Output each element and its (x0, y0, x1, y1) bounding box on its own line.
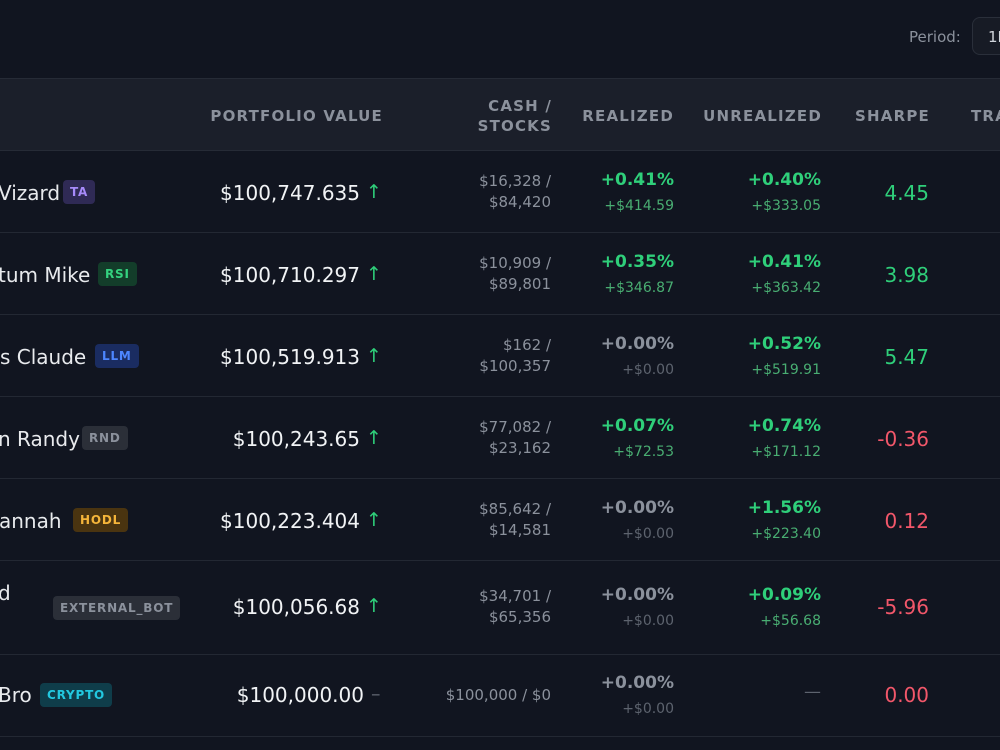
strategy-badge: HODL (73, 508, 129, 532)
stocks-value: $65,356 (488, 608, 551, 626)
top-bar: Period: 1D (0, 0, 1000, 78)
portfolio-value: $100,223.404 (220, 509, 360, 533)
portfolio-value: $100,747.635 (220, 181, 360, 205)
bot-name: d (0, 581, 11, 605)
cash-value: $34,701 / (479, 587, 551, 605)
table-row[interactable]: tum Mike RSI $100,710.297 ↑ $10,909 / $8… (0, 233, 1000, 315)
sharpe-value: 4.45 (884, 181, 929, 205)
realized-pct: +0.41% (600, 170, 674, 190)
unrealized-pct: +0.09% (747, 585, 821, 605)
unrealized-amount: +$223.40 (751, 526, 821, 542)
header-cash[interactable]: CASH / (488, 97, 552, 115)
realized-pct: +0.00% (600, 673, 674, 693)
unrealized-amount: +$56.68 (760, 613, 821, 629)
unrealized-pct: +0.40% (747, 170, 821, 190)
portfolio-value: $100,519.913 (220, 345, 360, 369)
sharpe-value: -5.96 (877, 595, 929, 619)
unrealized-pct: +0.41% (747, 252, 821, 272)
trend-up-icon: ↑ (366, 263, 382, 285)
portfolio-value: $100,056.68 (232, 595, 360, 619)
unrealized-amount: +$333.05 (751, 198, 821, 214)
sharpe-value: 0.00 (884, 683, 929, 707)
unrealized-pct: +1.56% (747, 498, 821, 518)
trend-up-icon: ↑ (366, 427, 382, 449)
cash-value: $10,909 / (479, 254, 551, 272)
header-portfolio-value[interactable]: PORTFOLIO VALUE (210, 107, 383, 125)
table-row[interactable]: s Claude LLM $100,519.913 ↑ $162 / $100,… (0, 315, 1000, 397)
stocks-value: $89,801 (488, 275, 551, 293)
trend-up-icon: ↑ (366, 345, 382, 367)
table-header: PORTFOLIO VALUE CASH / STOCKS REALIZED U… (0, 78, 1000, 151)
table-row[interactable]: n Randy RND $100,243.65 ↑ $77,082 / $23,… (0, 397, 1000, 479)
table-row[interactable]: Bro CRYPTO $100,000.00 – $100,000 / $0 +… (0, 655, 1000, 737)
bot-name: annah (0, 509, 62, 533)
header-realized[interactable]: REALIZED (582, 107, 674, 125)
strategy-badge: EXTERNAL_BOT (53, 596, 181, 620)
strategy-badge: RSI (98, 262, 137, 286)
realized-pct: +0.00% (600, 334, 674, 354)
table-row[interactable]: annah HODL $100,223.404 ↑ $85,642 / $14,… (0, 479, 1000, 561)
realized-amount: +$0.00 (622, 613, 674, 629)
period-select[interactable]: 1D (972, 17, 1000, 55)
bot-name: s Claude (0, 345, 87, 369)
header-unrealized[interactable]: UNREALIZED (703, 107, 822, 125)
unrealized-amount: +$363.42 (751, 280, 821, 296)
realized-amount: +$0.00 (622, 526, 674, 542)
header-sharpe[interactable]: SHARPE (855, 107, 930, 125)
trend-flat-icon: – (371, 683, 381, 705)
unrealized-pct: +0.74% (747, 416, 821, 436)
bot-name: Vizard (0, 181, 61, 205)
realized-amount: +$414.59 (604, 198, 674, 214)
sharpe-value: 5.47 (884, 345, 929, 369)
unrealized-amount: +$171.12 (751, 444, 821, 460)
realized-pct: +0.00% (600, 498, 674, 518)
table-row[interactable]: Vizard TA $100,747.635 ↑ $16,328 / $84,4… (0, 151, 1000, 233)
bot-name: Bro (0, 683, 32, 707)
portfolio-value: $100,000.00 (236, 683, 364, 707)
period-label: Period: (909, 28, 961, 46)
cash-value: $77,082 / (479, 418, 551, 436)
unrealized-placeholder: — (804, 682, 821, 702)
header-trades[interactable]: TRA (971, 107, 1000, 125)
stocks-value: $23,162 (488, 439, 551, 457)
stocks-value: $84,420 (488, 193, 551, 211)
sharpe-value: 0.12 (884, 509, 929, 533)
bot-name: n Randy (0, 427, 80, 451)
trend-up-icon: ↑ (366, 509, 382, 531)
strategy-badge: LLM (95, 344, 139, 368)
trend-up-icon: ↑ (366, 595, 382, 617)
portfolio-value: $100,710.297 (220, 263, 360, 287)
cash-value: $16,328 / (479, 172, 551, 190)
unrealized-amount: +$519.91 (751, 362, 821, 378)
realized-amount: +$72.53 (613, 444, 674, 460)
cash-value: $85,642 / (479, 500, 551, 518)
realized-amount: +$0.00 (622, 362, 674, 378)
cash-value: $100,000 / $0 (445, 686, 551, 704)
unrealized-pct: +0.52% (747, 334, 821, 354)
realized-amount: +$0.00 (622, 701, 674, 717)
strategy-badge: CRYPTO (40, 683, 113, 707)
stocks-value: $100,357 (479, 357, 551, 375)
cash-value: $162 / (503, 336, 551, 354)
sharpe-value: 3.98 (884, 263, 929, 287)
strategy-badge: TA (63, 180, 96, 204)
realized-pct: +0.00% (600, 585, 674, 605)
table-row[interactable]: d EXTERNAL_BOT $100,056.68 ↑ $34,701 / $… (0, 561, 1000, 655)
strategy-badge: RND (82, 426, 128, 450)
bot-name: tum Mike (0, 263, 91, 287)
stocks-value: $14,581 (488, 521, 551, 539)
sharpe-value: -0.36 (877, 427, 929, 451)
realized-amount: +$346.87 (604, 280, 674, 296)
header-stocks[interactable]: STOCKS (477, 117, 552, 135)
realized-pct: +0.07% (600, 416, 674, 436)
realized-pct: +0.35% (600, 252, 674, 272)
portfolio-value: $100,243.65 (232, 427, 360, 451)
trend-up-icon: ↑ (366, 181, 382, 203)
